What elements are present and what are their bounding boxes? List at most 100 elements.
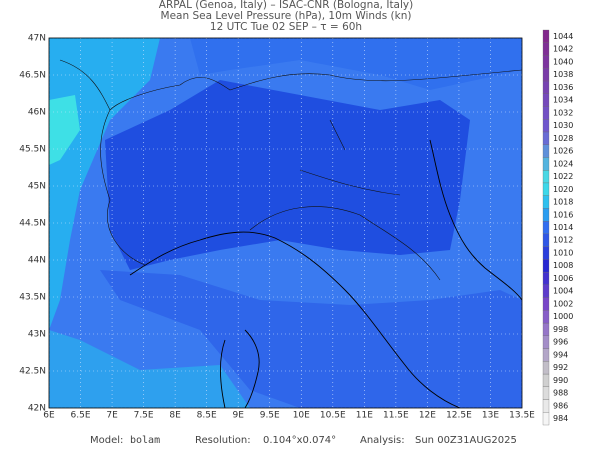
colorbar-swatch (542, 68, 550, 82)
colorbar-label: 1012 (553, 236, 573, 245)
lon-label: 8E (169, 411, 181, 421)
border (59, 59, 522, 266)
colorbar-label: 1024 (553, 159, 573, 168)
lon-label: 7E (106, 411, 118, 421)
lon-label: 7.5E (134, 411, 154, 421)
lon-label: 9.5E (260, 411, 280, 421)
colorbar-label: 1028 (553, 134, 573, 143)
colorbar-swatch (542, 259, 550, 273)
colorbar-label: 1036 (553, 83, 573, 92)
colorbar-swatch (542, 93, 550, 107)
coastline (129, 231, 461, 408)
colorbar-swatch (542, 322, 550, 336)
lon-label: 12E (419, 411, 436, 421)
colorbar-swatch (542, 208, 550, 222)
colorbar-swatch (542, 310, 550, 324)
colorbar-swatch (542, 195, 550, 209)
map-frame (48, 37, 523, 409)
lat-label: 46.5N (19, 71, 46, 81)
colorbar-swatch (542, 119, 550, 133)
lon-label: 6E (43, 411, 55, 421)
colorbar-swatch (542, 157, 550, 171)
colorbar-swatch (542, 373, 550, 387)
map (49, 38, 522, 408)
footer-label: Analysis: (360, 435, 405, 446)
colorbar-label: 1038 (553, 70, 573, 79)
colorbar-label: 1042 (553, 45, 573, 54)
colorbar-label: 1016 (553, 210, 573, 219)
lon-label: 6.5E (71, 411, 91, 421)
header-line: Mean Sea Level Pressure (hPa), 10m Winds… (161, 10, 412, 22)
colorbar-swatch (542, 361, 550, 375)
colorbar-swatch (542, 233, 550, 247)
colorbar-swatch (542, 42, 550, 56)
pressure-field (49, 95, 80, 165)
colorbar-label: 998 (553, 325, 568, 334)
colorbar-label: 986 (553, 401, 568, 410)
lon-label: 13E (482, 411, 499, 421)
colorbar-swatch (542, 246, 550, 260)
colorbar-label: 988 (553, 389, 568, 398)
lat-label: 47N (28, 34, 46, 44)
pressure-field (100, 270, 522, 408)
colorbar-label: 1030 (553, 121, 573, 130)
colorbar-label: 1014 (553, 223, 573, 232)
colorbar-label: 1008 (553, 261, 573, 270)
footer-value: bolam (130, 435, 160, 446)
grid (49, 38, 522, 408)
colorbar-swatch (542, 131, 550, 145)
colorbar-label: 1026 (553, 147, 573, 156)
lon-label: 13.5E (509, 411, 535, 421)
colorbar-label: 1034 (553, 96, 573, 105)
colorbar-swatch (542, 220, 550, 235)
lon-label: 9E (232, 411, 244, 421)
colorbar-label: 1010 (553, 248, 573, 257)
lat-label: 45N (28, 182, 46, 192)
lat-label: 45.5N (19, 145, 46, 155)
pressure-field (49, 330, 250, 408)
colorbar-label: 1032 (553, 108, 573, 117)
colorbar: 984 986 988 990 992 994 996 998 1000 1002 1004 1006… (542, 29, 573, 426)
footer-value: Sun 00Z31AUG2025 (415, 435, 517, 446)
lon-label: 10E (293, 411, 310, 421)
colorbar-swatch (542, 170, 550, 184)
lat-label: 43.5N (19, 293, 46, 303)
colorbar-label: 984 (553, 414, 568, 423)
colorbar-swatch (542, 182, 550, 196)
colorbar-swatch (542, 29, 550, 43)
coastline (429, 139, 522, 301)
footer-label: Model: (90, 435, 123, 446)
colorbar-label: 1022 (553, 172, 573, 181)
colorbar-label: 1002 (553, 299, 573, 308)
colorbar-label: 1040 (553, 57, 573, 66)
colorbar-label: 990 (553, 376, 568, 385)
colorbar-swatch (542, 144, 550, 158)
header-line: 12 UTC Tue 02 SEP – τ = 60h (210, 21, 362, 33)
pressure-field (105, 80, 470, 270)
lat-label: 44.5N (19, 219, 46, 229)
lat-label: 46N (28, 108, 46, 118)
lon-label: 12.5E (446, 411, 472, 421)
colorbar-swatch (542, 335, 550, 349)
lat-label: 42N (28, 404, 46, 414)
lat-label: 42.5N (19, 367, 46, 377)
footer: Model: bolam Resolution: 0.104°x0.074° A… (90, 435, 517, 446)
colorbar-label: 1020 (553, 185, 573, 194)
colorbar-swatch (542, 284, 550, 298)
lon-label: 8.5E (197, 411, 217, 421)
border (249, 119, 441, 281)
colorbar-label: 1044 (553, 32, 573, 41)
lat-label: 44N (28, 256, 46, 266)
colorbar-label: 996 (553, 338, 568, 347)
colorbar-label: 1000 (553, 312, 573, 321)
colorbar-swatch (542, 348, 550, 362)
lon-label: 10.5E (320, 411, 346, 421)
footer-value: 0.104°x0.074° (263, 435, 336, 446)
colorbar-label: 1004 (553, 287, 573, 296)
header: ARPAL (Genoa, Italy) – ISAC-CNR (Bologna… (159, 0, 413, 33)
header-line: ARPAL (Genoa, Italy) – ISAC-CNR (Bologna… (159, 0, 413, 11)
lat-label: 43N (28, 330, 46, 340)
colorbar-swatch (542, 297, 550, 311)
colorbar-label: 1018 (553, 198, 573, 207)
